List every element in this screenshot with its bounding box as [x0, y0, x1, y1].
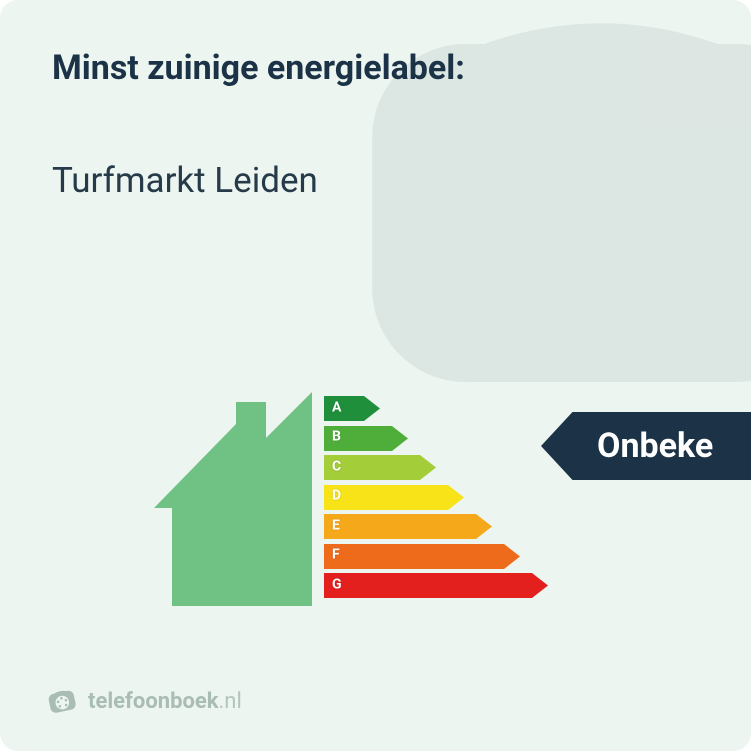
energy-label-chart: ABCDEFG — [160, 380, 580, 630]
bar-label: G — [332, 576, 342, 592]
result-badge: Onbeke — [541, 412, 751, 480]
page-title: Minst zuinige energielabel: — [52, 48, 465, 88]
bar-shape — [324, 544, 520, 569]
brand-icon — [46, 685, 78, 717]
brand-tld: .nl — [219, 689, 242, 714]
bar-label: C — [332, 458, 341, 474]
bar-shape — [324, 485, 464, 510]
bar-shape — [324, 514, 492, 539]
brand-bold: telefoonboek — [88, 689, 219, 714]
brand-name: telefoonboek.nl — [88, 689, 242, 714]
card: Minst zuinige energielabel: Turfmarkt Le… — [0, 0, 751, 751]
bar-label: B — [332, 429, 341, 445]
footer-brand: telefoonboek.nl — [46, 685, 242, 717]
result-text: Onbeke — [597, 426, 713, 466]
bar-label: F — [332, 547, 340, 563]
bar-shape — [324, 573, 548, 598]
bar-label: D — [332, 488, 341, 504]
bar-label: E — [332, 517, 340, 533]
bar-label: A — [332, 399, 341, 415]
location-name: Turfmarkt Leiden — [52, 160, 318, 201]
house-icon — [150, 388, 325, 610]
